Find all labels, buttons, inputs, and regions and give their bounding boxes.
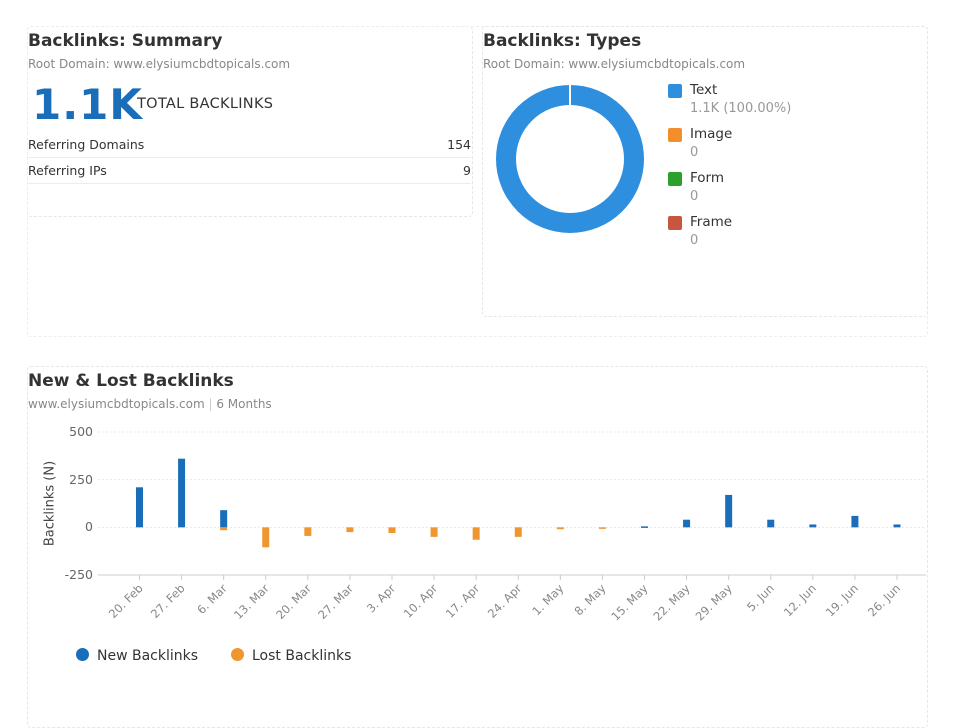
new-backlinks-bar[interactable] xyxy=(851,515,859,528)
x-tick-label: 17. Apr xyxy=(443,581,483,621)
referring-domains-value[interactable]: 154 xyxy=(447,137,471,152)
new-backlinks-bar[interactable] xyxy=(683,519,691,528)
y-tick-label: 500 xyxy=(69,424,93,439)
x-tick-label: 13. Mar xyxy=(231,581,272,622)
new-backlinks-bar[interactable] xyxy=(767,519,775,528)
legend-lost-backlinks[interactable]: Lost Backlinks xyxy=(231,648,351,664)
types-panel xyxy=(482,26,928,317)
y-tick-label: -250 xyxy=(64,567,93,582)
newlost-period[interactable]: 6 Months xyxy=(216,397,272,411)
x-tick-label: 26. Jun xyxy=(865,581,903,619)
x-tick-label: 27. Mar xyxy=(315,581,356,622)
lost-backlinks-bar[interactable] xyxy=(346,527,354,533)
lost-backlinks-bar[interactable] xyxy=(430,527,438,537)
lost-backlinks-bar[interactable] xyxy=(514,527,522,537)
summary-root-domain: Root Domain: www.elysiumcbdtopicals.com xyxy=(28,57,291,71)
legend-item-value: 0 xyxy=(690,145,699,160)
legend-new-label: New Backlinks xyxy=(97,648,199,664)
referring-ips-label: Referring IPs xyxy=(28,163,107,178)
lost-backlinks-bar[interactable] xyxy=(304,527,312,536)
x-tick-label: 10. Apr xyxy=(401,581,441,621)
legend-item-name: Form xyxy=(690,170,725,186)
lost-backlinks-dot-icon xyxy=(231,648,244,661)
x-tick-label: 29. May xyxy=(693,581,735,623)
x-tick-label: 20. Mar xyxy=(273,581,314,622)
x-tick-label: 3. Apr xyxy=(364,581,399,616)
legend-lost-label: Lost Backlinks xyxy=(252,648,352,664)
new-backlinks-bar[interactable] xyxy=(136,487,143,528)
lost-backlinks-bar[interactable] xyxy=(472,527,480,540)
newlost-subtitle: www.elysiumcbdtopicals.com | 6 Months xyxy=(28,397,272,411)
x-tick-label: 6. Mar xyxy=(194,581,230,617)
new-backlinks-bar[interactable] xyxy=(641,526,648,528)
x-tick-label: 15. May xyxy=(608,581,650,623)
lost-backlinks-bar[interactable] xyxy=(262,527,270,548)
legend-new-backlinks[interactable]: New Backlinks xyxy=(76,648,198,664)
new-lost-bar-chart: 20. Feb 27. Feb 6. Mar 13. Mar 20. Mar 27. Ma… xyxy=(98,431,926,623)
lost-backlinks-bar[interactable] xyxy=(598,527,606,529)
legend-item-value: 1.1K (100.00%) xyxy=(690,101,792,116)
y-tick-label: 250 xyxy=(69,472,93,487)
lost-backlinks-bar[interactable] xyxy=(220,527,228,531)
form-swatch-icon xyxy=(668,172,682,186)
x-tick-label: 12. Jun xyxy=(781,581,819,619)
legend-item-name: Text xyxy=(690,82,718,98)
x-tick-label: 24. Apr xyxy=(485,581,525,621)
newlost-domain: www.elysiumcbdtopicals.com xyxy=(28,397,205,411)
x-tick-label: 27. Feb xyxy=(148,581,188,621)
types-root-domain: Root Domain: www.elysiumcbdtopicals.com xyxy=(483,57,746,71)
summary-title: Backlinks: Summary xyxy=(28,31,223,51)
new-backlinks-bar[interactable] xyxy=(893,524,901,528)
x-tick-label: 5. Jun xyxy=(744,581,777,614)
frame-swatch-icon xyxy=(668,216,682,230)
legend-item-value: 0 xyxy=(690,233,699,248)
total-backlinks-value[interactable]: 1.1K xyxy=(32,80,143,129)
lost-backlinks-bar[interactable] xyxy=(556,527,564,530)
x-tick-label: 8. May xyxy=(571,581,608,618)
types-donut-chart xyxy=(496,84,644,233)
x-tick-label: 22. May xyxy=(650,581,692,623)
lost-backlinks-bar[interactable] xyxy=(388,527,396,534)
new-backlinks-bar[interactable] xyxy=(809,524,817,528)
referring-domains-row: Referring Domains 154 xyxy=(28,131,471,158)
legend-item-name: Image xyxy=(690,126,733,142)
new-backlinks-bar[interactable] xyxy=(220,510,228,528)
newlost-title: New & Lost Backlinks xyxy=(28,371,234,391)
total-backlinks-label: TOTAL BACKLINKS xyxy=(137,96,274,112)
legend-item-value: 0 xyxy=(690,189,699,204)
referring-domains-label: Referring Domains xyxy=(28,137,145,152)
image-swatch-icon xyxy=(668,128,682,142)
new-backlinks-bar[interactable] xyxy=(178,458,186,528)
y-tick-label: 0 xyxy=(85,519,93,534)
x-tick-label: 1. May xyxy=(529,581,566,618)
new-backlinks-bar[interactable] xyxy=(725,494,733,528)
legend-item-name: Frame xyxy=(690,214,733,230)
x-tick-label: 19. Jun xyxy=(823,581,861,619)
referring-ips-row: Referring IPs 9 xyxy=(28,157,471,184)
types-title: Backlinks: Types xyxy=(483,31,642,51)
text-swatch-icon xyxy=(668,84,682,98)
referring-ips-value[interactable]: 9 xyxy=(463,163,471,178)
new-backlinks-dot-icon xyxy=(76,648,89,661)
x-tick-label: 20. Feb xyxy=(106,581,146,621)
